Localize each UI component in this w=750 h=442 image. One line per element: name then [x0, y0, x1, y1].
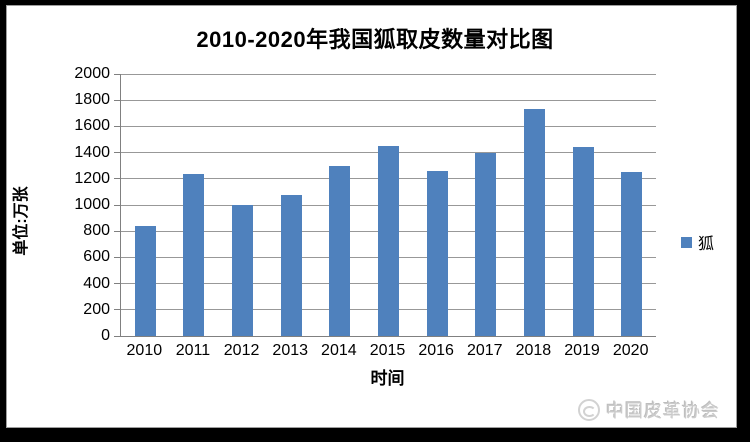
x-tick-label: 2019 [564, 342, 600, 359]
x-tick-label: 2015 [369, 342, 406, 359]
bar-2010 [134, 225, 156, 336]
y-tick-mark [114, 256, 120, 258]
y-tick-mark [114, 178, 120, 180]
x-tick-label: 2014 [321, 342, 357, 359]
y-tick-mark [114, 152, 120, 154]
chart-paper [6, 5, 737, 428]
y-tick-mark [114, 204, 120, 206]
x-tick-label: 2012 [223, 342, 260, 359]
watermark: 中国皮革协会 [578, 397, 720, 423]
gridline [121, 73, 656, 75]
bar-2019 [572, 147, 594, 336]
bar-2011 [183, 173, 205, 336]
y-tick-label: 1000 [74, 196, 110, 213]
y-tick-mark [114, 309, 120, 311]
x-axis-label: 时间 [370, 369, 405, 388]
x-tick-label: 2020 [612, 342, 649, 359]
y-tick-label: 1400 [74, 143, 110, 161]
legend-label: 狐 [698, 236, 715, 253]
legend: 狐 [681, 230, 714, 254]
y-tick-mark [114, 99, 120, 101]
y-tick-label: 400 [83, 274, 110, 292]
bar-2014 [329, 165, 351, 336]
watermark-text: 中国皮革协会 [606, 401, 720, 421]
bar-2020 [621, 172, 643, 336]
y-tick-label: 1200 [74, 169, 110, 187]
y-tick-mark [114, 283, 120, 285]
y-tick-mark [114, 73, 120, 75]
x-tick-label: 2017 [466, 342, 503, 359]
y-axis-label: 单位:万张 [13, 186, 30, 256]
gridline [121, 125, 656, 127]
x-tick-label: 2018 [515, 342, 552, 359]
bar-2013 [280, 194, 302, 336]
bar-2018 [523, 109, 545, 336]
y-tick-mark [114, 335, 120, 337]
legend-swatch-icon [681, 236, 692, 248]
y-tick-label: 200 [83, 300, 110, 318]
y-tick-label: 800 [83, 222, 110, 240]
y-tick-mark [114, 230, 120, 232]
x-tick-label: 2010 [126, 342, 163, 359]
y-tick-label: 1600 [74, 117, 110, 135]
y-tick-label: 600 [83, 248, 110, 266]
bar-2017 [475, 152, 497, 336]
x-tick-label: 2011 [175, 342, 211, 359]
y-tick-label: 2000 [74, 65, 110, 82]
bar-2016 [426, 170, 448, 336]
gridline [121, 99, 656, 101]
y-tick-label: 1800 [74, 91, 110, 109]
plot-area [120, 73, 656, 337]
bar-2015 [378, 146, 399, 336]
x-tick-label: 2013 [272, 342, 309, 359]
association-logo-icon [578, 399, 600, 421]
y-tick-label: 0 [101, 327, 110, 344]
x-tick-label: 2016 [418, 342, 454, 359]
bar-2012 [232, 205, 254, 336]
chart-title: 2010-2020年我国狐取皮数量对比图 [196, 27, 554, 52]
y-tick-mark [114, 125, 120, 127]
